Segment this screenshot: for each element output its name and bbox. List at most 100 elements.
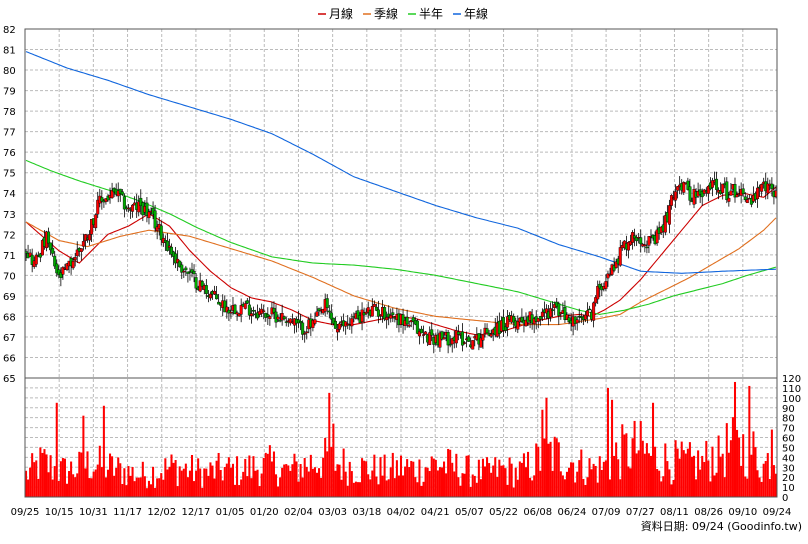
candle-body — [229, 312, 233, 314]
candle-body — [544, 308, 548, 314]
volume-bar — [764, 460, 767, 497]
date-tick-label: 04/21 — [421, 507, 450, 518]
volume-bar — [486, 457, 489, 497]
candle-body — [227, 309, 231, 314]
volume-bar — [340, 479, 343, 497]
candle-body — [331, 317, 335, 324]
candle-body — [428, 332, 432, 346]
date-tick-label: 09/10 — [728, 507, 757, 518]
volume-bar — [756, 470, 759, 497]
candle-body — [585, 310, 589, 317]
volume-bar — [418, 459, 421, 497]
candle-body — [96, 199, 100, 215]
date-tick-label: 10/15 — [45, 507, 74, 518]
candle-body — [30, 254, 34, 265]
volume-bar — [510, 463, 513, 497]
volume-bar — [508, 457, 511, 497]
volume-bar — [309, 454, 312, 497]
candle-body — [524, 319, 528, 327]
volume-bar — [84, 468, 87, 497]
candle-body — [604, 281, 608, 289]
candle-body — [415, 320, 419, 334]
price-tick-label: 82 — [3, 25, 16, 36]
volume-bar — [184, 463, 187, 497]
candle-body — [315, 311, 319, 317]
candle-body — [213, 290, 217, 295]
candle-body — [655, 229, 659, 244]
volume-bar — [772, 465, 775, 497]
volume-bar — [154, 487, 157, 497]
volume-bar — [76, 473, 79, 497]
volume-bar — [430, 456, 433, 497]
volume-bar — [447, 448, 450, 497]
volume-bar — [621, 424, 624, 497]
volume-bar — [246, 476, 249, 497]
volume-bars — [25, 381, 777, 497]
candle-body — [592, 302, 596, 321]
candle-body — [721, 183, 725, 194]
price-tick-label: 71 — [3, 251, 16, 262]
candle-body — [153, 210, 157, 229]
candle-body — [235, 312, 239, 315]
candle-body — [170, 246, 174, 255]
volume-bar — [402, 475, 405, 497]
candle-body — [405, 316, 409, 325]
volume-bar — [55, 402, 58, 497]
volume-bar — [25, 470, 28, 497]
candle-body — [182, 270, 186, 273]
volume-bar — [346, 485, 349, 497]
candle-body — [73, 257, 77, 260]
candle-body — [184, 267, 188, 271]
candle-body — [256, 312, 260, 319]
volume-bar — [533, 475, 536, 497]
price-tick-label: 77 — [3, 128, 16, 139]
volume-bar — [719, 456, 722, 497]
volume-bar — [463, 473, 466, 497]
volume-bar — [619, 479, 622, 497]
volume-bar — [502, 465, 505, 497]
candle-body — [147, 211, 151, 219]
volume-bar — [537, 446, 540, 497]
volume-bar — [293, 453, 296, 497]
candle-body — [407, 324, 411, 327]
candle-body — [208, 293, 212, 299]
candle-body — [710, 180, 714, 188]
candle-body — [51, 247, 55, 254]
price-tick-label: 73 — [3, 210, 16, 221]
volume-bar — [88, 478, 91, 497]
candle-body — [686, 180, 690, 190]
volume-bar — [723, 477, 726, 497]
volume-bar — [209, 462, 212, 497]
legend-label: 半年 — [419, 7, 443, 21]
volume-bar — [629, 468, 632, 497]
candle-body — [65, 263, 69, 271]
volume-bar — [98, 445, 101, 497]
volume-bar — [215, 460, 218, 497]
date-tick-label: 08/11 — [660, 507, 689, 518]
volume-bar — [422, 481, 425, 497]
volume-bar — [397, 475, 400, 497]
legend: 月線 季線 半年 年線 — [318, 6, 488, 21]
volume-bar — [746, 478, 749, 497]
volume-bar — [432, 458, 435, 497]
candle-body — [743, 196, 747, 200]
volume-bar — [404, 466, 407, 497]
volume-bar — [606, 387, 609, 497]
price-tick-label: 76 — [3, 148, 16, 159]
volume-bar — [490, 472, 493, 497]
volume-bar — [328, 392, 331, 497]
volume-bar — [240, 479, 243, 497]
volume-bar — [688, 442, 691, 497]
volume-bar — [176, 486, 179, 497]
volume-bar — [332, 423, 335, 497]
volume-bar — [611, 399, 614, 497]
volume-bar — [695, 479, 698, 497]
volume-bar — [498, 459, 501, 497]
volume-bar — [377, 484, 380, 497]
volume-bar — [711, 446, 714, 497]
date-tick-label: 05/07 — [455, 507, 484, 518]
candle-body — [139, 197, 143, 207]
date-tick-label: 08/26 — [694, 507, 723, 518]
